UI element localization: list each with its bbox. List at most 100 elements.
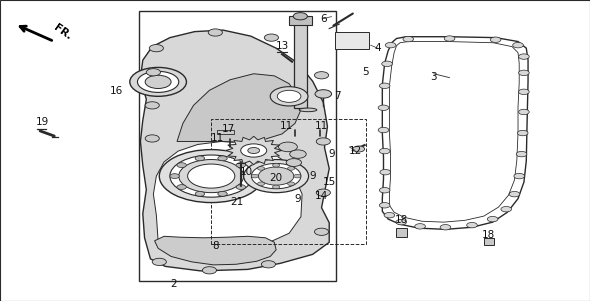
Circle shape <box>314 228 329 235</box>
Circle shape <box>188 164 235 188</box>
Circle shape <box>177 163 186 168</box>
Circle shape <box>290 150 306 158</box>
Text: 17: 17 <box>222 124 235 134</box>
Circle shape <box>517 130 528 136</box>
Circle shape <box>514 173 525 179</box>
Circle shape <box>218 156 227 161</box>
Circle shape <box>145 135 159 142</box>
Circle shape <box>145 102 159 109</box>
Circle shape <box>137 71 179 92</box>
Polygon shape <box>153 141 302 250</box>
Circle shape <box>467 222 477 228</box>
Bar <box>217 130 234 134</box>
Bar <box>335 32 369 49</box>
Circle shape <box>316 138 330 145</box>
Circle shape <box>287 167 294 170</box>
Circle shape <box>487 216 498 222</box>
Text: 13: 13 <box>276 41 289 51</box>
Circle shape <box>415 224 425 229</box>
Circle shape <box>273 163 280 167</box>
Circle shape <box>378 127 389 133</box>
Circle shape <box>384 213 395 218</box>
Circle shape <box>236 185 245 189</box>
Circle shape <box>278 142 297 152</box>
Circle shape <box>236 163 245 168</box>
Circle shape <box>195 156 205 161</box>
Text: 21: 21 <box>231 197 244 207</box>
Polygon shape <box>177 74 301 142</box>
Circle shape <box>315 90 332 98</box>
Circle shape <box>286 159 301 166</box>
Circle shape <box>258 182 265 185</box>
Circle shape <box>378 105 389 110</box>
Polygon shape <box>382 37 528 229</box>
Circle shape <box>145 75 171 88</box>
Polygon shape <box>140 30 329 271</box>
Circle shape <box>146 69 160 76</box>
Circle shape <box>179 160 244 193</box>
Circle shape <box>159 150 263 203</box>
Circle shape <box>516 151 527 157</box>
Circle shape <box>258 167 294 185</box>
Text: 11: 11 <box>211 133 224 144</box>
Circle shape <box>382 61 392 67</box>
Text: 9: 9 <box>328 148 335 159</box>
Circle shape <box>248 147 260 154</box>
Bar <box>294 21 307 108</box>
Circle shape <box>277 90 301 102</box>
Circle shape <box>177 185 186 189</box>
Text: 16: 16 <box>110 86 123 96</box>
Circle shape <box>270 87 308 106</box>
Text: 11: 11 <box>315 121 328 132</box>
Text: 15: 15 <box>323 177 336 187</box>
Bar <box>289 16 312 25</box>
Polygon shape <box>226 136 281 165</box>
Circle shape <box>519 70 529 76</box>
Circle shape <box>258 167 265 170</box>
Circle shape <box>403 36 414 42</box>
Circle shape <box>241 144 267 157</box>
Circle shape <box>149 45 163 52</box>
Text: 3: 3 <box>430 72 437 82</box>
Circle shape <box>244 160 309 193</box>
Circle shape <box>170 174 179 178</box>
Text: 11: 11 <box>280 121 293 132</box>
Circle shape <box>379 83 390 88</box>
Circle shape <box>501 206 512 212</box>
Circle shape <box>316 189 330 196</box>
Text: 19: 19 <box>36 117 49 127</box>
Circle shape <box>195 191 205 196</box>
Circle shape <box>218 191 227 196</box>
Text: 4: 4 <box>374 43 381 53</box>
Circle shape <box>444 36 455 41</box>
Ellipse shape <box>299 108 317 112</box>
Circle shape <box>379 203 390 208</box>
Circle shape <box>130 67 186 96</box>
Circle shape <box>273 185 280 189</box>
Polygon shape <box>155 236 276 265</box>
Circle shape <box>353 146 365 152</box>
Bar <box>484 238 494 245</box>
Circle shape <box>294 174 301 178</box>
Circle shape <box>379 148 390 154</box>
Text: 6: 6 <box>320 14 327 24</box>
Text: 9: 9 <box>294 194 301 204</box>
Circle shape <box>293 13 307 20</box>
Bar <box>396 228 407 237</box>
Circle shape <box>440 225 451 230</box>
Circle shape <box>264 34 278 41</box>
Circle shape <box>208 29 222 36</box>
Circle shape <box>287 182 294 185</box>
Circle shape <box>251 174 258 178</box>
Text: 18: 18 <box>482 230 495 240</box>
Text: 20: 20 <box>270 173 283 183</box>
Text: 5: 5 <box>362 67 369 77</box>
Circle shape <box>509 191 520 197</box>
Circle shape <box>490 37 501 42</box>
Circle shape <box>379 188 390 193</box>
Circle shape <box>152 258 166 265</box>
Text: 10: 10 <box>240 166 253 177</box>
Text: 18: 18 <box>395 215 408 225</box>
Bar <box>211 119 366 244</box>
Text: 2: 2 <box>171 279 178 290</box>
